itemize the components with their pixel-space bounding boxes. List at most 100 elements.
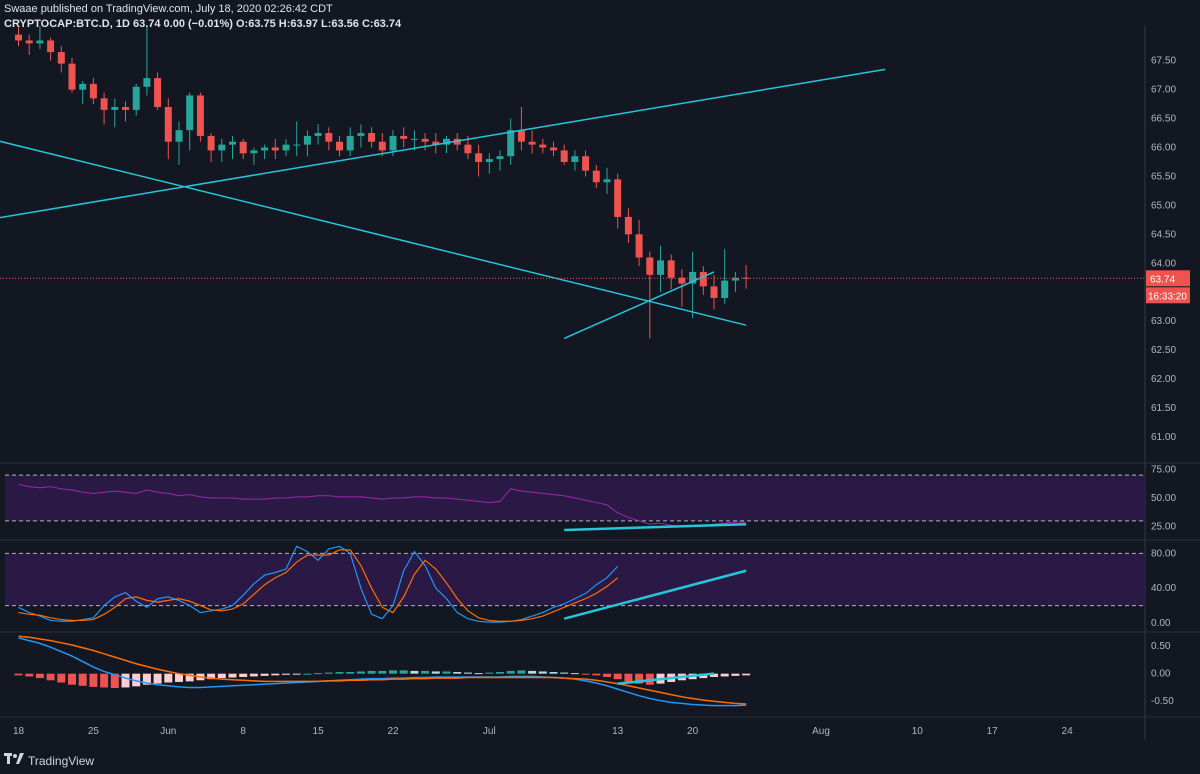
macd-histogram-bar [496,672,504,674]
candle-body [143,78,151,87]
candle-body [464,144,472,154]
macd-histogram-bar [110,673,119,688]
candle-body [368,133,376,142]
price-tick-label: 61.00 [1151,432,1176,443]
macd-histogram-bar [25,673,34,677]
candle-body [132,86,140,110]
macd-histogram-bar [207,673,216,680]
candle-body [293,144,301,146]
macd-histogram-bar [292,673,301,675]
candle-body [710,286,718,298]
time-tick-label: Jul [483,726,496,737]
macd-histogram-bar [153,673,162,684]
macd-histogram-bar [731,673,740,676]
rsi-tick-label: 75.00 [1151,464,1176,475]
candle-body [657,260,664,275]
time-tick-label: 25 [88,726,100,737]
macd-histogram-bar [378,670,387,674]
price-tick-label: 62.00 [1151,374,1176,385]
time-tick-label: 24 [1062,726,1074,737]
candle-body [475,153,483,162]
price-tick-label: 65.00 [1151,200,1176,211]
brand-name: TradingView [28,753,95,768]
macd-histogram-bar [46,673,55,681]
candle-body [164,107,172,142]
countdown-badge [1146,287,1190,304]
price-tick-label: 66.00 [1151,143,1176,154]
price-tick-label: 65.50 [1151,171,1176,182]
macd-histogram-bar [100,673,109,688]
candle-body [389,135,397,151]
candle-body [582,156,590,171]
macd-histogram-bar [260,673,269,676]
publisher-line: Swaae published on TradingView.com, July… [4,3,333,15]
candle-body [539,144,547,148]
macd-histogram-bar [68,673,76,685]
time-tick-label: 13 [612,726,624,737]
time-tick-label: 15 [313,726,325,737]
price-tick-label: 64.00 [1151,258,1176,269]
candle-body [742,277,750,279]
macd-histogram-bar [14,673,23,676]
macd-histogram-bar [303,673,312,675]
candle-body [571,156,579,162]
candle-body [592,170,600,183]
candle-body [325,133,333,142]
rsi-tick-label: 25.00 [1151,522,1176,533]
macd-histogram-bar [560,672,569,674]
footer[interactable]: TradingView [4,752,94,769]
time-tick-label: 10 [912,726,924,737]
macd-histogram-bar [175,673,183,682]
time-tick-label: 18 [13,726,25,737]
candle-body [410,138,418,140]
macd-histogram-bar [314,673,323,675]
price-tick-label: 67.50 [1151,56,1176,67]
candle-body [196,95,204,136]
symbol-ohlc-line: CRYPTOCAP:BTC.D, 1D 63.74 0.00 (−0.01%) … [4,18,402,30]
macd-histogram-bar [121,673,130,688]
chart-header: Swaae published on TradingView.com, July… [4,2,401,32]
candle-body [678,277,686,284]
candle-body [207,135,215,151]
tradingview-logo-icon [4,752,24,769]
candle-body [721,280,729,298]
candle-body [229,141,236,145]
candle-body [443,138,450,145]
price-tick-label: 61.50 [1151,403,1176,414]
macd-histogram-bar [89,673,98,687]
macd-histogram-bar [410,670,419,674]
candle-body [250,150,258,154]
macd-histogram-bar [421,670,430,674]
candle-body [303,135,311,145]
price-tick-label: 66.50 [1151,114,1176,125]
macd-histogram-bar [57,673,66,683]
candle-body [646,257,654,275]
candle-body [47,40,55,53]
countdown-badge-label: 16:33:20 [1148,291,1187,302]
price-tick-label: 63.00 [1151,316,1176,327]
macd-histogram-bar [549,672,558,674]
macd-histogram-bar [592,673,601,676]
price-tick-label: 64.50 [1151,229,1176,240]
candle-body [603,179,611,183]
macd-histogram-bar [164,673,173,683]
macd-histogram-bar [528,670,537,674]
candle-body [100,98,108,110]
macd-histogram-bar [624,673,633,682]
candle-body [517,130,525,142]
time-tick-label: 22 [387,726,399,737]
candle-body [154,78,162,108]
candle-body [528,141,536,145]
candle-body [635,234,643,258]
candle-body [689,271,697,284]
time-tick-label: Aug [812,726,830,737]
candle-body [550,147,557,151]
macd-pane: 0.50 0.00 -0.50 [14,635,1174,707]
macd-histogram-bar [132,673,141,687]
macd-histogram-bar [185,673,194,682]
macd-histogram-bar [324,672,333,674]
stoch-tick-label: 80.00 [1151,548,1176,559]
candle-body [560,150,568,162]
macd-histogram-bar [635,673,644,684]
